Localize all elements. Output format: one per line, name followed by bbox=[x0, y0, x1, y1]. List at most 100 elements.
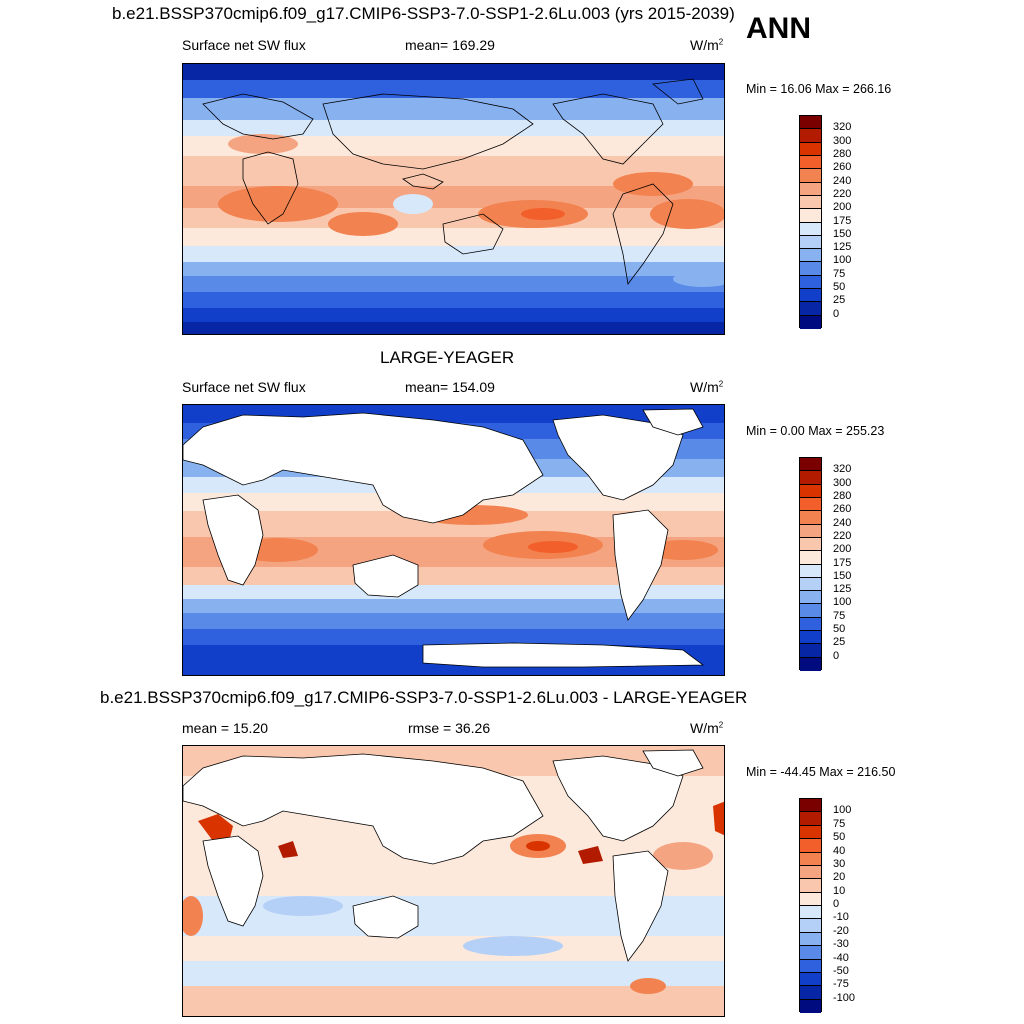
panel1-map bbox=[182, 63, 725, 335]
panel3-colorbar-swatch bbox=[800, 799, 821, 813]
panel2-colorbar-tick-label: 240 bbox=[833, 516, 852, 529]
panel2-variable-label: Surface net SW flux bbox=[182, 379, 306, 395]
panel2-colorbar bbox=[799, 457, 822, 671]
panel1-colorbar-swatch bbox=[800, 195, 821, 210]
season-label: ANN bbox=[746, 12, 811, 45]
panel1-colorbar-tick-label: 100 bbox=[833, 254, 852, 267]
panel1-variable-label: Surface net SW flux bbox=[182, 37, 306, 53]
panel2-colorbar-swatch bbox=[800, 537, 821, 552]
panel3-colorbar-swatch bbox=[800, 959, 821, 973]
panel3-colorbar-tick-label: 75 bbox=[833, 817, 846, 830]
panel2-colorbar-swatch bbox=[800, 564, 821, 578]
panel2-colorbar-swatch bbox=[800, 644, 821, 658]
panel2-colorbar-swatch bbox=[800, 458, 821, 472]
panel2-colorbar-tick-label: 50 bbox=[833, 623, 846, 636]
panel3-colorbar-tick-label: 10 bbox=[833, 884, 846, 897]
panel1-colorbar-tick-label: 240 bbox=[833, 174, 852, 187]
panel2-colorbar-swatch bbox=[800, 497, 821, 512]
panel3-colorbar-swatch bbox=[800, 812, 821, 826]
panel2-colorbar-swatch bbox=[800, 511, 821, 525]
panel3-rmse-label: rmse = 36.26 bbox=[408, 720, 491, 736]
panel1-mean-label: mean= 169.29 bbox=[405, 37, 495, 53]
panel1-minmax-label: Min = 16.06 Max = 266.16 bbox=[746, 82, 892, 96]
panel3-map bbox=[182, 745, 725, 1017]
panel1-colorbar-swatch bbox=[800, 182, 821, 196]
panel1-colorbar-swatch bbox=[800, 289, 821, 303]
panel2-units-label: W/m2 bbox=[690, 379, 724, 395]
panel3-colorbar-swatch bbox=[800, 879, 821, 893]
panel2-colorbar-tick-label: 75 bbox=[833, 609, 846, 622]
panel1-colorbar bbox=[799, 115, 822, 329]
panel3-colorbar-tick-label: 100 bbox=[833, 804, 852, 817]
panel2-colorbar-swatch bbox=[800, 551, 821, 565]
panel2-colorbar-swatch bbox=[800, 591, 821, 605]
panel1-colorbar-swatch bbox=[800, 129, 821, 143]
panel3-colorbar-swatch bbox=[800, 932, 821, 947]
panel3-colorbar-tick-label: 0 bbox=[833, 898, 840, 910]
panel1-colorbar-swatch bbox=[800, 315, 821, 329]
panel1-colorbar-tick-label: 200 bbox=[833, 201, 852, 214]
panel3-mean-label: mean = 15.20 bbox=[182, 720, 269, 736]
panel1-colorbar-tick-label: 220 bbox=[833, 187, 852, 200]
panel2-colorbar-tick-label: 200 bbox=[833, 543, 852, 556]
panel3-colorbar-swatch bbox=[800, 999, 821, 1013]
panel1-colorbar-swatch bbox=[800, 275, 821, 290]
panel2-colorbar-tick-label: 220 bbox=[833, 529, 852, 542]
panel2-colorbar-swatch bbox=[800, 471, 821, 485]
panel1-colorbar-swatch bbox=[800, 249, 821, 263]
panel2-colorbar-tick-label: 100 bbox=[833, 596, 852, 609]
panel2-colorbar-swatch bbox=[800, 617, 821, 632]
panel1-colorbar-tick-label: 280 bbox=[833, 147, 852, 160]
panel3-colorbar-swatch bbox=[800, 865, 821, 880]
panel3-colorbar-tick-label: 50 bbox=[833, 831, 846, 844]
panel1-colorbar-tick-label: 50 bbox=[833, 281, 846, 294]
panel3-colorbar-swatch bbox=[800, 972, 821, 987]
panel1-colorbar-swatch bbox=[800, 169, 821, 183]
panel1-title: b.e21.BSSP370cmip6.f09_g17.CMIP6-SSP3-7.… bbox=[112, 4, 735, 23]
panel1-colorbar-tick-label: 175 bbox=[833, 214, 852, 227]
panel2-colorbar-swatch bbox=[800, 577, 821, 592]
panel3-colorbar bbox=[799, 798, 822, 1013]
panel1-colorbar-tick-label: 150 bbox=[833, 227, 852, 240]
panel2-mean-label: mean= 154.09 bbox=[405, 379, 495, 395]
panel3-colorbar-swatch bbox=[800, 919, 821, 933]
panel1-units-label: W/m2 bbox=[690, 37, 724, 53]
panel2-colorbar-swatch bbox=[800, 657, 821, 671]
panel3-colorbar-tick-label: -10 bbox=[833, 911, 849, 924]
panel3-colorbar-swatch bbox=[800, 852, 821, 866]
panel3-colorbar-tick-label: -40 bbox=[833, 951, 849, 964]
panel3-colorbar-tick-label: -100 bbox=[833, 991, 856, 1004]
panel2-colorbar-tick-label: 0 bbox=[833, 649, 840, 662]
panel3-colorbar-swatch bbox=[800, 839, 821, 853]
panel1-colorbar-swatch bbox=[800, 209, 821, 223]
panel3-colorbar-swatch bbox=[800, 946, 821, 960]
panel3-colorbar-swatch bbox=[800, 906, 821, 920]
panel3-colorbar-tick-label: -20 bbox=[833, 924, 849, 937]
panel3-colorbar-tick-label: -50 bbox=[833, 964, 849, 977]
panel1-colorbar-tick-label: 25 bbox=[833, 294, 846, 307]
panel1-colorbar-swatch bbox=[800, 155, 821, 170]
panel1-colorbar-swatch bbox=[800, 116, 821, 130]
panel2-colorbar-tick-label: 25 bbox=[833, 636, 846, 649]
panel2-colorbar-tick-label: 300 bbox=[833, 476, 852, 489]
panel2-colorbar-tick-label: 125 bbox=[833, 583, 852, 596]
panel3-colorbar-tick-label: 20 bbox=[833, 871, 846, 884]
panel2-colorbar-tick-label: 150 bbox=[833, 569, 852, 582]
panel3-colorbar-tick-label: 30 bbox=[833, 857, 846, 870]
panel1-colorbar-swatch bbox=[800, 262, 821, 276]
panel1-colorbar-tick-label: 75 bbox=[833, 267, 846, 280]
panel1-colorbar-tick-label: 0 bbox=[833, 307, 840, 320]
panel1-colorbar-tick-label: 260 bbox=[833, 161, 852, 174]
panel2-colorbar-tick-label: 320 bbox=[833, 463, 852, 476]
panel1-colorbar-swatch bbox=[800, 222, 821, 236]
panel2-map bbox=[182, 404, 725, 676]
panel2-colorbar-swatch bbox=[800, 604, 821, 618]
panel3-colorbar-tick-label: -30 bbox=[833, 938, 849, 951]
panel2-colorbar-swatch bbox=[800, 524, 821, 538]
panel3-minmax-label: Min = -44.45 Max = 216.50 bbox=[746, 765, 896, 779]
panel1-colorbar-tick-label: 300 bbox=[833, 134, 852, 147]
panel3-colorbar-swatch bbox=[800, 892, 821, 906]
panel3-colorbar-tick-label: -75 bbox=[833, 978, 849, 991]
panel2-title: LARGE-YEAGER bbox=[380, 348, 515, 367]
panel3-colorbar-swatch bbox=[800, 825, 821, 840]
